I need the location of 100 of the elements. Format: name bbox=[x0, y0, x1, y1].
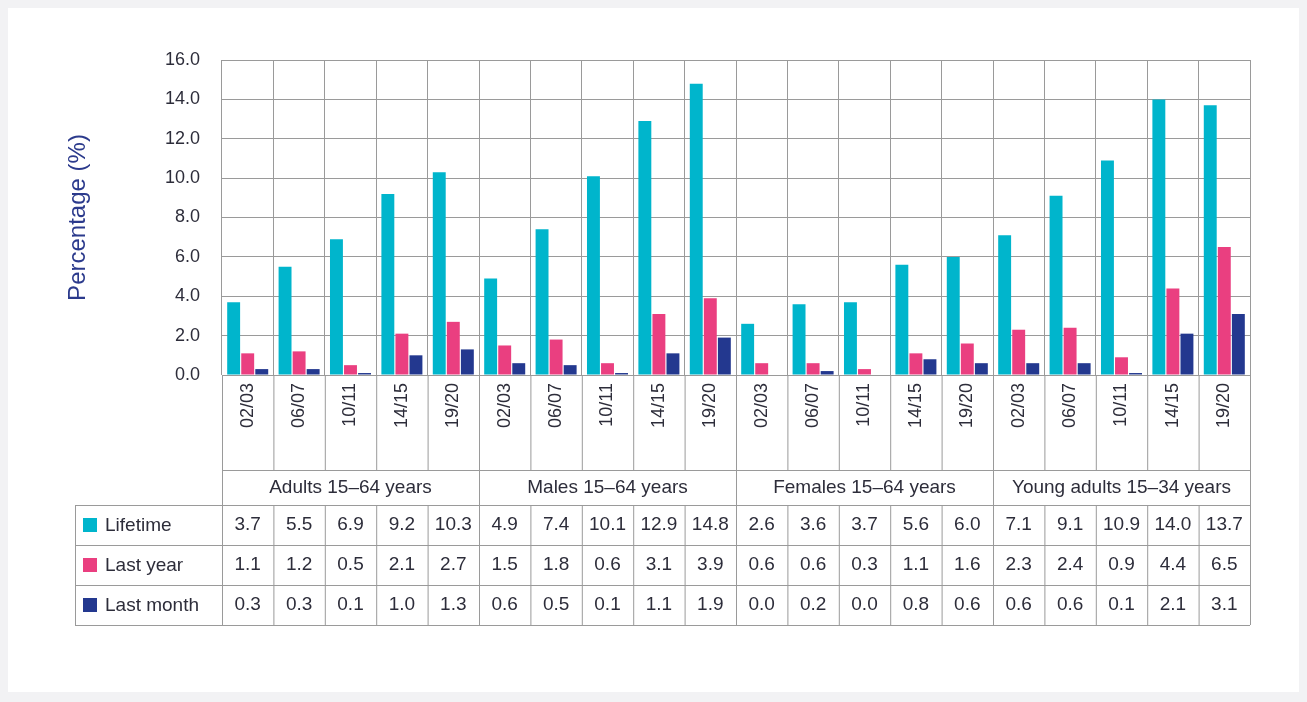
bar bbox=[652, 313, 666, 375]
data-label: 2.7 bbox=[440, 553, 467, 575]
bar bbox=[1012, 329, 1026, 375]
y-tick-label: 14.0 bbox=[164, 88, 200, 109]
text: Females 15–64 years bbox=[773, 475, 956, 497]
data-label: 6.0 bbox=[954, 513, 981, 535]
bar bbox=[498, 345, 512, 375]
data-label: 0.5 bbox=[542, 593, 570, 615]
bar bbox=[858, 369, 871, 375]
bar bbox=[689, 83, 703, 375]
x-tick-label: 19/20 bbox=[442, 383, 463, 429]
data-label: 0.6 bbox=[594, 553, 621, 575]
text: Young adults 15–34 years bbox=[1011, 475, 1232, 497]
x-tick-label: 06/07 bbox=[802, 383, 823, 429]
data-label: 0.1 bbox=[337, 593, 364, 615]
y-tick-label: 10.0 bbox=[164, 167, 200, 188]
bar bbox=[1026, 363, 1040, 375]
bar bbox=[717, 337, 731, 375]
bar bbox=[255, 369, 269, 375]
y-axis-title: Percentage (%) bbox=[63, 134, 91, 301]
data-label: 5.6 bbox=[902, 513, 930, 535]
bar bbox=[1115, 357, 1128, 375]
bar bbox=[329, 239, 343, 375]
bar bbox=[535, 229, 549, 375]
data-label: 2.1 bbox=[388, 553, 416, 575]
bar bbox=[241, 353, 255, 375]
data-label: 9.1 bbox=[1056, 513, 1084, 535]
data-label: 3.9 bbox=[697, 553, 724, 575]
bar bbox=[792, 304, 806, 375]
bar bbox=[344, 365, 357, 375]
bar bbox=[806, 363, 820, 375]
bar bbox=[1100, 160, 1114, 375]
x-tick-label: 19/20 bbox=[699, 383, 720, 429]
data-label: 12.9 bbox=[640, 513, 678, 535]
data-label: 6.9 bbox=[337, 513, 364, 535]
bar bbox=[292, 351, 306, 375]
data-label: 0.6 bbox=[1056, 593, 1084, 615]
y-tick-label: 2.0 bbox=[174, 324, 200, 345]
bar bbox=[409, 355, 423, 375]
bar bbox=[306, 369, 320, 375]
data-label: 7.1 bbox=[1005, 513, 1032, 535]
x-tick-label: 14/15 bbox=[390, 383, 411, 429]
bar bbox=[960, 343, 974, 375]
bar bbox=[895, 264, 909, 375]
data-label: 3.7 bbox=[851, 513, 878, 535]
bar bbox=[227, 302, 241, 375]
x-tick-label: 02/03 bbox=[750, 383, 771, 429]
bar bbox=[741, 323, 755, 375]
x-tick-label: 06/07 bbox=[288, 383, 309, 429]
y-tick-label: 16.0 bbox=[164, 48, 200, 69]
bar bbox=[432, 172, 446, 375]
data-label: 1.6 bbox=[954, 553, 981, 575]
data-label: 0.8 bbox=[902, 593, 930, 615]
data-label: 0.2 bbox=[799, 593, 827, 615]
y-tick-label: 4.0 bbox=[174, 285, 200, 306]
y-tick-label: 12.0 bbox=[164, 127, 200, 148]
x-tick-label: 10/11 bbox=[339, 383, 360, 427]
data-label: 2.6 bbox=[748, 513, 775, 535]
bar bbox=[601, 363, 614, 375]
data-label: 2.3 bbox=[1005, 553, 1032, 575]
bar bbox=[946, 256, 960, 375]
data-label: 7.4 bbox=[542, 513, 570, 535]
legend-label: Last month bbox=[105, 594, 199, 616]
data-label: 10.1 bbox=[589, 513, 626, 535]
data-label: 0.6 bbox=[748, 553, 775, 575]
data-label: 0.6 bbox=[1005, 593, 1032, 615]
text: Adults 15–64 years bbox=[269, 475, 432, 497]
bar bbox=[755, 363, 769, 375]
data-label: 1.1 bbox=[902, 553, 930, 575]
bar bbox=[1049, 195, 1063, 375]
x-tick-label: 06/07 bbox=[545, 383, 566, 429]
data-label: 1.0 bbox=[388, 593, 416, 615]
bar bbox=[549, 339, 563, 375]
data-label: 1.3 bbox=[440, 593, 467, 615]
data-label: 1.9 bbox=[697, 593, 724, 615]
data-label: 10.9 bbox=[1103, 513, 1140, 535]
bar bbox=[586, 176, 600, 375]
y-tick-label: 6.0 bbox=[174, 245, 200, 266]
data-label: 0.5 bbox=[337, 553, 364, 575]
bar bbox=[998, 235, 1012, 375]
data-label: 4.4 bbox=[1159, 553, 1187, 575]
data-label: 14.0 bbox=[1154, 513, 1192, 535]
data-label: 1.1 bbox=[234, 553, 261, 575]
bar bbox=[703, 298, 717, 375]
data-label: 0.3 bbox=[285, 593, 313, 615]
bar bbox=[563, 365, 577, 375]
x-tick-label: 14/15 bbox=[647, 383, 668, 429]
data-label: 0.6 bbox=[799, 553, 827, 575]
data-label: 2.1 bbox=[1159, 593, 1187, 615]
bar bbox=[923, 359, 937, 375]
data-label: 6.5 bbox=[1211, 553, 1238, 575]
data-label: 9.2 bbox=[388, 513, 416, 535]
data-label: 0.0 bbox=[851, 593, 878, 615]
bar bbox=[1063, 327, 1077, 375]
data-label: 3.1 bbox=[645, 553, 673, 575]
data-label: 0.0 bbox=[748, 593, 775, 615]
x-tick-label: 02/03 bbox=[236, 383, 257, 429]
bar bbox=[446, 321, 460, 375]
data-label: 0.6 bbox=[954, 593, 981, 615]
bar bbox=[512, 363, 526, 375]
